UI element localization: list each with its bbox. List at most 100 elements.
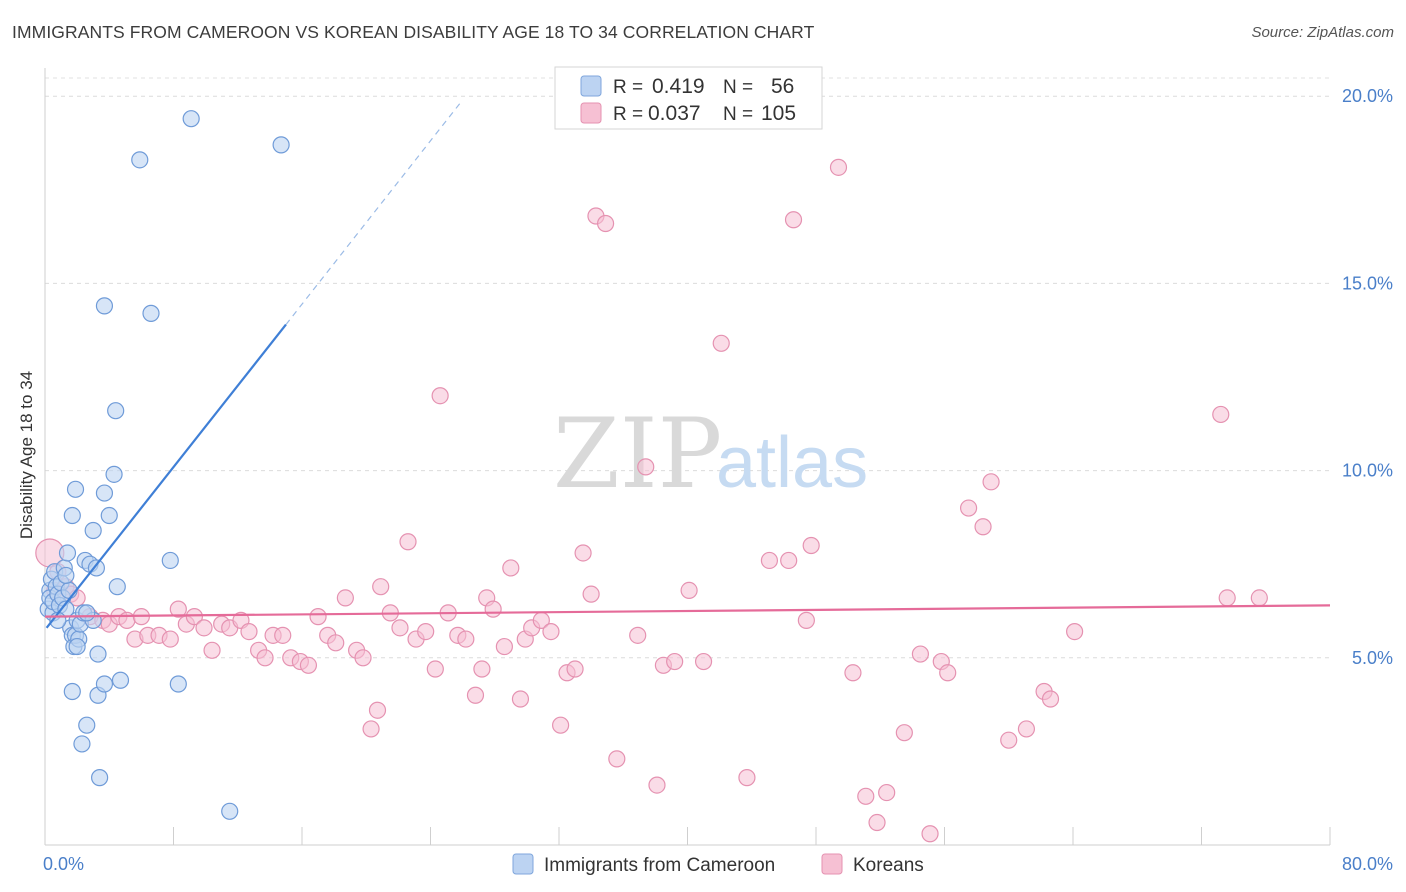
korean-point xyxy=(169,600,187,618)
korean-point xyxy=(466,686,485,704)
korean-point xyxy=(1066,622,1084,641)
legend-r-value-1: 0.037 xyxy=(648,102,701,125)
cameroon-point xyxy=(87,559,106,577)
korean-point xyxy=(1017,720,1036,738)
korean-point xyxy=(274,626,292,644)
korean-point xyxy=(391,619,409,637)
cameroon-point xyxy=(57,566,75,585)
korean-point xyxy=(797,611,815,629)
cameroon-point xyxy=(84,521,102,540)
korean-point xyxy=(868,813,886,832)
chart-source: Source: ZipAtlas.com xyxy=(1251,24,1394,41)
korean-point xyxy=(959,499,978,517)
korean-point xyxy=(1212,405,1230,424)
korean-point xyxy=(542,622,560,641)
cameroon-point xyxy=(182,110,200,128)
korean-point xyxy=(982,473,1000,491)
cameroon-point xyxy=(107,402,125,420)
x-tick-label-max: 80.0% xyxy=(1342,854,1393,874)
korean-point xyxy=(552,716,570,734)
legend-r-label-0: R = xyxy=(613,77,643,98)
korean-point xyxy=(939,664,957,682)
cameroon-point xyxy=(60,581,78,600)
cameroon-point xyxy=(100,506,118,525)
cameroon-point xyxy=(63,506,81,525)
korean-point xyxy=(336,589,354,607)
cameroon-point xyxy=(95,675,114,693)
trend-line-cameroon xyxy=(45,323,287,629)
x-tick-label-min: 0.0% xyxy=(43,854,84,874)
korean-point xyxy=(299,656,318,674)
korean-point xyxy=(829,158,848,176)
korean-point xyxy=(511,690,530,708)
korean-point xyxy=(195,619,213,637)
korean-point xyxy=(648,776,666,794)
korean-point xyxy=(974,518,992,536)
trend-lines xyxy=(44,99,1331,629)
y-tick-label: 20.0% xyxy=(1342,86,1393,106)
korean-point xyxy=(426,660,444,678)
korean-point xyxy=(780,551,798,570)
korean-point xyxy=(921,825,939,843)
korean-point xyxy=(185,608,203,626)
korean-point xyxy=(574,544,592,562)
cameroon-point xyxy=(91,769,109,787)
korean-point xyxy=(784,211,803,229)
korean-point xyxy=(566,660,584,678)
korean-point xyxy=(1000,731,1018,749)
korean-point xyxy=(354,649,372,667)
y-tick-labels: 5.0% 10.0% 15.0% 20.0% xyxy=(1342,86,1393,668)
y-tick-label: 10.0% xyxy=(1342,461,1393,481)
cameroon-point xyxy=(78,604,96,622)
legend-r-value-0: 0.419 xyxy=(652,75,705,98)
korean-point xyxy=(161,630,179,648)
legend-item-koreans-swatch xyxy=(821,853,843,875)
korean-point xyxy=(399,533,417,551)
cameroon-point xyxy=(73,735,91,753)
legend-swatch-pink xyxy=(580,102,602,124)
korean-point xyxy=(1041,690,1060,708)
legend-n-label-0: N = xyxy=(723,77,753,98)
cameroon-point xyxy=(169,675,187,693)
korean-point xyxy=(637,458,655,476)
legend-n-label-1: N = xyxy=(723,104,753,125)
y-tick-label: 15.0% xyxy=(1342,273,1393,293)
series-legend: Immigrants from Cameroon Koreans xyxy=(512,853,924,876)
korean-point xyxy=(309,608,327,626)
cameroon-point xyxy=(108,578,126,596)
watermark-atlas: atlas xyxy=(716,423,868,503)
y-tick-label: 5.0% xyxy=(1352,648,1393,668)
grid-layer xyxy=(45,77,1330,659)
trend-line-cameroon-extension xyxy=(285,99,464,325)
korean-point xyxy=(857,787,875,805)
chart-title: IMMIGRANTS FROM CAMEROON VS KOREAN DISAB… xyxy=(12,22,815,42)
korean-point xyxy=(844,664,862,682)
cameroon-point xyxy=(95,297,114,315)
korean-point xyxy=(431,387,449,405)
korean-point xyxy=(1250,589,1268,607)
trend-line-koreans xyxy=(44,604,1331,618)
stats-legend: R = 0.419 N = 56 R = 0.037 N = 105 xyxy=(554,66,823,130)
x-tick-labels: 0.0% 80.0% xyxy=(43,854,1393,874)
korean-point xyxy=(629,626,647,644)
cameroon-point xyxy=(78,716,96,734)
legend-r-label-1: R = xyxy=(613,104,643,125)
korean-point xyxy=(417,622,435,641)
legend-item-koreans-label: Koreans xyxy=(853,855,924,876)
korean-point xyxy=(694,652,713,671)
cameroon-point xyxy=(58,544,77,562)
korean-point xyxy=(495,637,513,656)
cameroon-point xyxy=(66,480,85,498)
korean-point xyxy=(457,630,475,648)
cameroon-point xyxy=(95,484,114,502)
cameroon-point xyxy=(68,637,86,656)
cameroon-point xyxy=(221,802,239,820)
cameroon-point xyxy=(89,645,107,663)
korean-point xyxy=(372,578,390,596)
legend-item-cameroon-swatch xyxy=(512,853,534,875)
y-axis-title: Disability Age 18 to 34 xyxy=(17,371,36,539)
cameroon-point xyxy=(131,151,149,169)
korean-point xyxy=(738,769,756,787)
cameroon-point xyxy=(142,304,160,322)
